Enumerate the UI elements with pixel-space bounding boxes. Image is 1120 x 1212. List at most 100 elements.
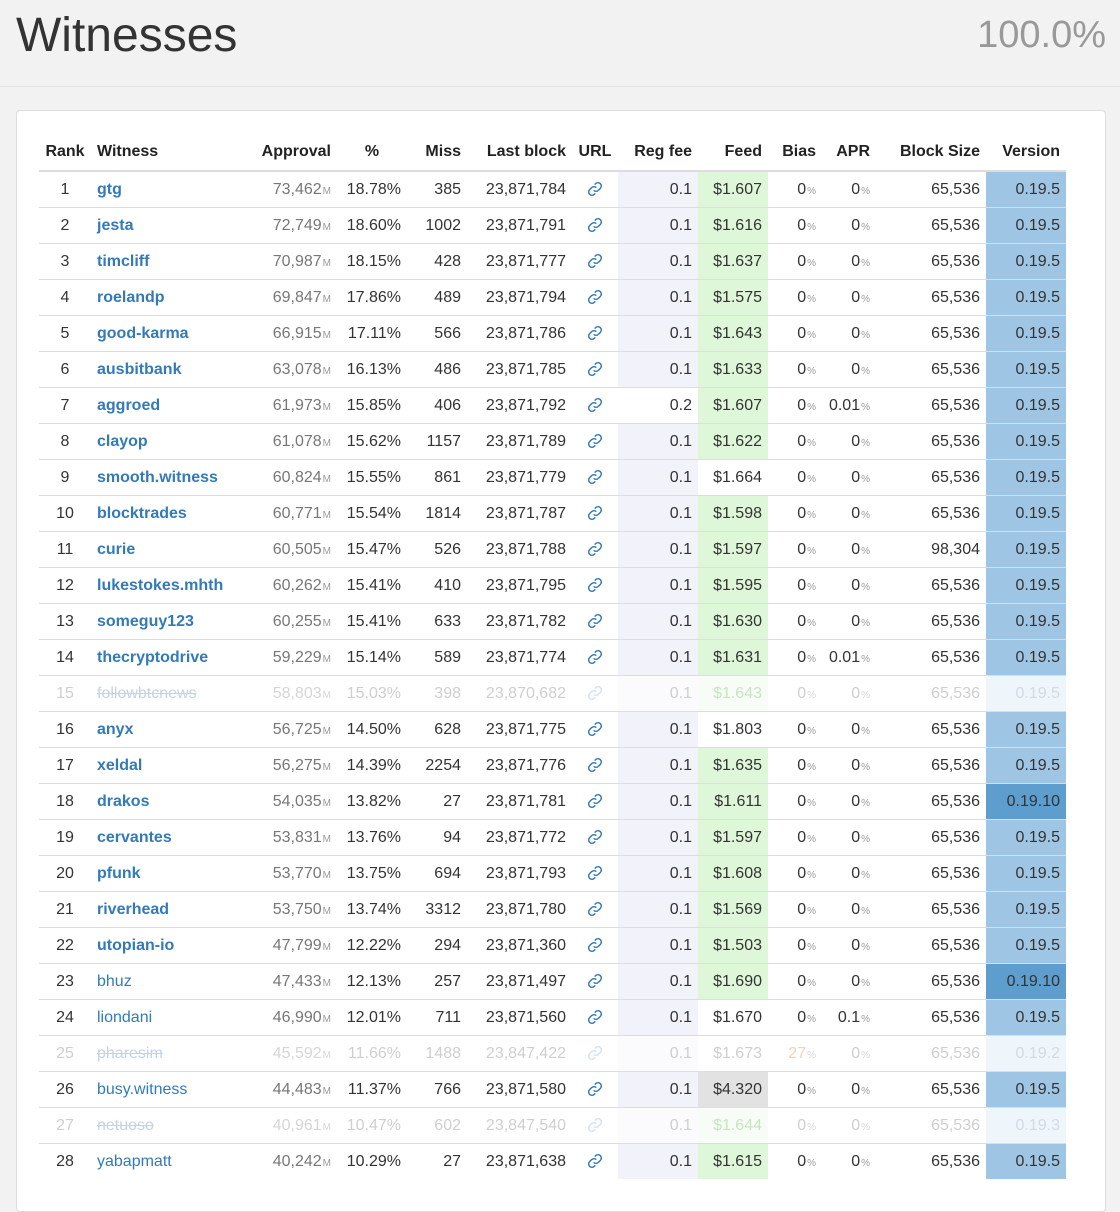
version-cell: 0.19.5 [986, 170, 1066, 208]
reg-fee-cell: 0.1 [618, 783, 698, 820]
url-cell [572, 747, 618, 784]
col-bias[interactable]: Bias [768, 133, 822, 172]
witness-link[interactable]: roelandp [97, 288, 165, 306]
col-rank[interactable]: Rank [39, 133, 91, 172]
witness-link[interactable]: aggroed [97, 396, 161, 414]
link-icon[interactable] [587, 289, 603, 306]
link-icon[interactable] [587, 937, 603, 954]
link-icon[interactable] [587, 541, 603, 558]
link-icon[interactable] [587, 1117, 603, 1134]
witness-link[interactable]: someguy123 [97, 612, 194, 630]
link-icon[interactable] [587, 1045, 603, 1062]
link-icon[interactable] [587, 577, 603, 594]
block-size-cell: 65,536 [876, 567, 986, 604]
witness-link[interactable]: netuoso [97, 1116, 154, 1134]
percent-cell: 13.75% [337, 855, 407, 892]
apr-value: 0 [851, 828, 861, 846]
col-approval[interactable]: Approval [249, 133, 337, 172]
reg-fee-cell: 0.1 [618, 495, 698, 532]
witness-link[interactable]: cervantes [97, 828, 172, 846]
col-witness[interactable]: Witness [91, 133, 249, 172]
link-icon[interactable] [587, 469, 603, 486]
link-icon[interactable] [587, 721, 603, 738]
link-icon[interactable] [587, 181, 603, 198]
witness-link[interactable]: smooth.witness [97, 468, 218, 486]
witness-link[interactable]: jesta [97, 216, 134, 234]
link-icon[interactable] [587, 865, 603, 882]
witness-link[interactable]: clayop [97, 432, 148, 450]
witness-link[interactable]: drakos [97, 792, 150, 810]
witness-link[interactable]: pharesim [97, 1044, 163, 1062]
witness-link[interactable]: yabapmatt [97, 1152, 172, 1170]
rank-cell: 7 [39, 387, 91, 424]
link-icon[interactable] [587, 829, 603, 846]
link-icon[interactable] [587, 757, 603, 774]
col-version[interactable]: Version [986, 133, 1066, 172]
witness-cell: anyx [91, 711, 249, 748]
witness-link[interactable]: bhuz [97, 972, 132, 990]
rank-cell: 21 [39, 891, 91, 928]
apr-cell: 0% [822, 567, 876, 604]
col-block-size[interactable]: Block Size [876, 133, 986, 172]
approval-value: 60,255 [272, 612, 322, 630]
witness-link[interactable]: timcliff [97, 252, 150, 270]
col-apr[interactable]: APR [822, 133, 876, 172]
link-icon[interactable] [587, 1081, 603, 1098]
link-icon[interactable] [587, 901, 603, 918]
col-miss[interactable]: Miss [407, 133, 467, 172]
witness-link[interactable]: followbtcnews [97, 684, 197, 702]
miss-cell: 486 [407, 351, 467, 388]
link-icon[interactable] [587, 325, 603, 342]
bias-value: 0 [797, 864, 807, 882]
feed-cell: $1.616 [698, 207, 768, 244]
link-icon[interactable] [587, 253, 603, 270]
link-icon[interactable] [587, 433, 603, 450]
witness-link[interactable]: xeldal [97, 756, 143, 774]
approval-value: 47,799 [272, 936, 322, 954]
apr-unit: % [861, 869, 870, 881]
witness-link[interactable]: thecryptodrive [97, 648, 209, 666]
block-size-cell: 65,536 [876, 351, 986, 388]
bias-cell: 0% [768, 891, 822, 928]
witness-link[interactable]: curie [97, 540, 136, 558]
percent-cell: 13.76% [337, 819, 407, 856]
witness-link[interactable]: liondani [97, 1008, 153, 1026]
apr-cell: 0% [822, 927, 876, 964]
bias-value: 0 [797, 684, 807, 702]
witness-link[interactable]: lukestokes.mhth [97, 576, 224, 594]
witness-link[interactable]: blocktrades [97, 504, 187, 522]
link-icon[interactable] [587, 1153, 603, 1170]
col-feed[interactable]: Feed [698, 133, 768, 172]
link-icon[interactable] [587, 1009, 603, 1026]
witness-link[interactable]: gtg [97, 180, 122, 198]
link-icon[interactable] [587, 685, 603, 702]
link-icon[interactable] [587, 973, 603, 990]
link-icon[interactable] [587, 361, 603, 378]
link-icon[interactable] [587, 217, 603, 234]
last-block-cell: 23,871,781 [467, 783, 572, 820]
witness-cell: someguy123 [91, 603, 249, 640]
feed-cell: $1.664 [698, 459, 768, 496]
witness-link[interactable]: riverhead [97, 900, 170, 918]
witness-link[interactable]: utopian-io [97, 936, 175, 954]
bias-cell: 0% [768, 1071, 822, 1108]
apr-unit: % [861, 653, 870, 665]
link-icon[interactable] [587, 505, 603, 522]
link-icon[interactable] [587, 649, 603, 666]
feed-cell: $1.598 [698, 495, 768, 532]
feed-cell: $1.597 [698, 531, 768, 568]
bias-unit: % [807, 797, 816, 809]
link-icon[interactable] [587, 793, 603, 810]
witness-link[interactable]: pfunk [97, 864, 141, 882]
col-percent[interactable]: % [337, 133, 407, 172]
witness-link[interactable]: ausbitbank [97, 360, 182, 378]
approval-cell: 53,750M [249, 891, 337, 928]
witness-link[interactable]: anyx [97, 720, 134, 738]
col-last-block[interactable]: Last block [467, 133, 572, 172]
col-reg-fee[interactable]: Reg fee [618, 133, 698, 172]
version-cell: 0.19.5 [986, 819, 1066, 856]
witness-link[interactable]: good-karma [97, 324, 189, 342]
link-icon[interactable] [587, 613, 603, 630]
witness-link[interactable]: busy.witness [97, 1080, 188, 1098]
link-icon[interactable] [587, 397, 603, 414]
